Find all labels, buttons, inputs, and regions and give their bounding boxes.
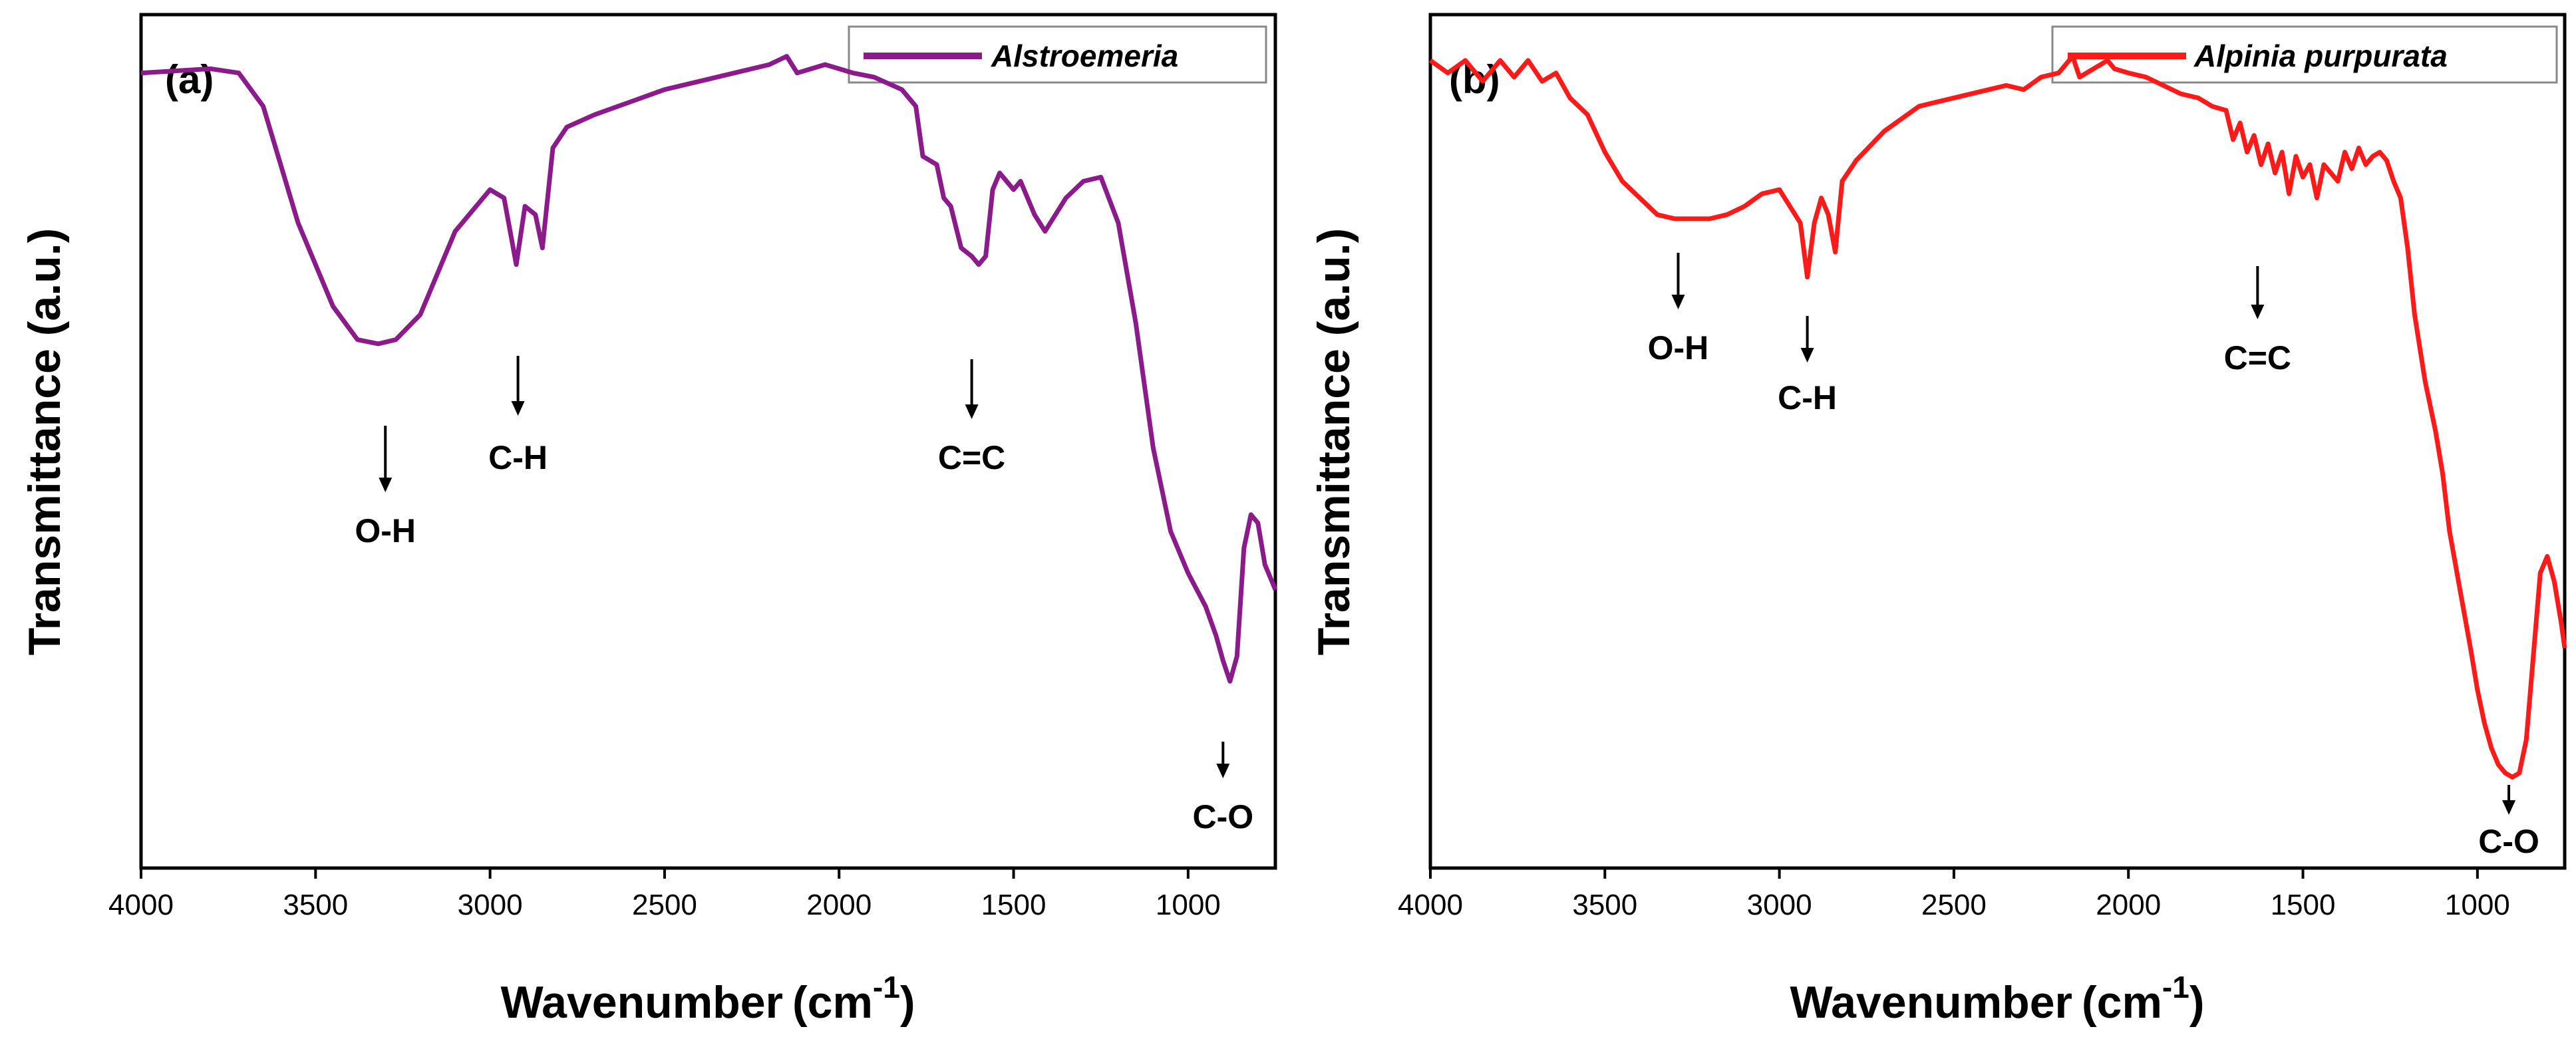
panel-b-x-tick-label: 1500: [2271, 889, 2336, 921]
panel-a-x-axis-title: Wavenumber (cm-1): [501, 970, 915, 1028]
panel-a-x-axis-unit-sup: -1: [873, 970, 900, 1004]
panel-a-x-tick-label: 1000: [1156, 889, 1221, 921]
panel-b-x-axis-title-main: Wavenumber: [1790, 977, 2072, 1028]
panel-a: (a) Alstroemeria 4000 3500 3000 2500 2000 150…: [19, 13, 1278, 1028]
panel-b-x-ticks: 4000 3500 3000 2500 2000 1500 1000: [1398, 868, 2510, 921]
panel-b-x-tick-label: 3500: [1572, 889, 1637, 921]
panel-b-annotation-co: C-O: [2478, 785, 2539, 860]
panel-a-x-ticks: 4000 3500 3000 2500 2000 1500 1000: [108, 868, 1221, 921]
panel-a-legend: Alstroemeria: [848, 25, 1267, 84]
panel-a-annotation-arrow-head: [965, 404, 979, 419]
panel-a-annotation-label: C=C: [938, 439, 1005, 476]
panel-a-x-tick-label: 3000: [458, 889, 523, 921]
panel-b-x-tick-label: 1000: [2445, 889, 2510, 921]
panel-a-annotation-arrow-head: [511, 401, 525, 416]
panel-b-annotation-label: O-H: [1648, 329, 1709, 367]
panel-a-annotations: O-H C-H C=C C-O: [355, 356, 1253, 835]
panel-b-x-tick-label: 2000: [2096, 889, 2161, 921]
panel-b-x-axis-unit-sup: -1: [2162, 970, 2189, 1004]
panel-a-annotation-oh: O-H: [355, 426, 416, 549]
panel-a-x-tick-label: 2000: [806, 889, 872, 921]
panel-a-series-line: [140, 54, 1278, 684]
panel-b-annotation-label: C=C: [2224, 339, 2291, 376]
panel-a-x-tick-label: 3500: [283, 889, 348, 921]
panel-b-x-axis-title: Wavenumber (cm-1): [1790, 970, 2205, 1028]
panel-a-annotation-label: C-H: [488, 439, 548, 476]
panel-b: (b) Alpinia purpurata 4000 3500 3000 2500 20…: [1309, 13, 2567, 1028]
panel-b-annotation-oh: O-H: [1648, 253, 1709, 367]
panel-a-x-axis-unit-suffix: ): [900, 977, 915, 1028]
panel-a-x-tick-label: 2500: [632, 889, 697, 921]
panel-b-plot-frame: [1428, 13, 2567, 870]
panel-a-annotation-arrow-head: [1216, 764, 1230, 778]
panel-b-x-tick-label: 2500: [1921, 889, 1987, 921]
panel-b-x-tick-label: 3000: [1747, 889, 1812, 921]
panel-b-legend-label: Alpinia purpurata: [2193, 39, 2448, 73]
panel-b-x-axis-unit-prefix: (cm: [2082, 977, 2162, 1028]
panel-a-x-axis-unit-prefix: (cm: [792, 977, 873, 1028]
panel-b-annotation-arrow-head: [2502, 800, 2516, 815]
panel-b-annotations: O-H C-H C=C C-O: [1648, 253, 2539, 860]
panel-b-series-line: [1428, 54, 2567, 780]
panel-b-annotation-cc: C=C: [2224, 266, 2291, 376]
panel-b-annotation-ch: C-H: [1778, 316, 1837, 416]
panel-b-annotation-arrow-head: [1800, 348, 1814, 363]
panel-a-x-tick-label: 1500: [981, 889, 1046, 921]
panel-a-plot-frame: [139, 13, 1277, 870]
panel-b-x-tick-label: 4000: [1398, 889, 1463, 921]
panel-a-annotation-label: O-H: [355, 512, 416, 549]
panel-b-annotation-arrow-head: [1671, 295, 1685, 309]
panel-b-y-axis-title: Transmittance (a.u.): [1309, 228, 1359, 655]
panel-a-annotation-co: C-O: [1192, 742, 1253, 835]
panel-a-label: (a): [165, 57, 214, 102]
panel-a-x-tick-label: 4000: [108, 889, 174, 921]
panel-b-x-axis-unit-suffix: ): [2189, 977, 2205, 1028]
panel-a-x-axis-title-main: Wavenumber: [501, 977, 783, 1028]
panel-b-annotation-label: C-O: [2478, 823, 2539, 860]
panel-a-annotation-label: C-O: [1192, 798, 1253, 835]
panel-a-annotation-ch: C-H: [488, 356, 548, 476]
panel-a-annotation-arrow-head: [379, 478, 393, 492]
panel-a-y-axis-title: Transmittance (a.u.): [19, 228, 70, 655]
panel-b-annotation-arrow-head: [2251, 305, 2265, 319]
panel-a-legend-label: Alstroemeria: [991, 39, 1178, 73]
panel-a-annotation-cc: C=C: [938, 359, 1005, 476]
panel-b-annotation-label: C-H: [1778, 379, 1837, 416]
